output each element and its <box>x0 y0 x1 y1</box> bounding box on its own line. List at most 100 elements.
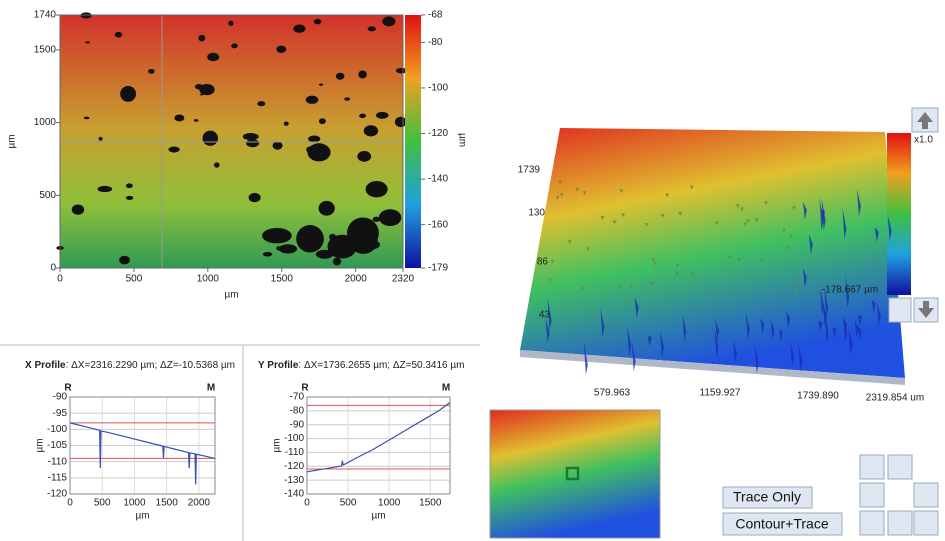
y-tick-label: 1500 <box>34 45 57 56</box>
y-axis-label: µm <box>7 134 18 148</box>
surface-bump <box>770 318 775 341</box>
contour-trace-button[interactable] <box>722 512 843 536</box>
defect <box>318 200 335 216</box>
scale-label: x1.0 <box>914 135 933 146</box>
pan-left-button[interactable] <box>859 482 885 508</box>
defect <box>199 93 204 96</box>
surface-bump <box>791 206 796 211</box>
surface-bump <box>619 189 624 194</box>
x-tick-label: 2000 <box>345 274 368 285</box>
surface-bump <box>746 219 751 224</box>
defect <box>213 162 220 168</box>
surface-bump <box>832 327 837 339</box>
cursor-label: M <box>442 383 450 394</box>
defect <box>318 118 326 125</box>
defect <box>296 225 324 253</box>
surface-bump <box>647 336 652 347</box>
x-tick-label: 1500 <box>156 498 179 509</box>
defect <box>319 83 324 86</box>
surface-bump <box>689 185 694 190</box>
surface-bump <box>559 193 564 198</box>
x-axis-label-3d: 1159.927 <box>700 388 741 399</box>
pan-down-button[interactable] <box>887 510 913 536</box>
defect <box>344 97 351 101</box>
defect <box>357 151 372 162</box>
surface-bump <box>740 288 745 293</box>
trace-only-button[interactable] <box>722 486 813 509</box>
surface-bump <box>871 298 876 314</box>
surface-bump <box>600 216 605 221</box>
defect <box>119 255 130 265</box>
defect <box>272 141 283 150</box>
surface-bump <box>754 218 759 223</box>
surface-bump <box>857 325 862 341</box>
surface-bump <box>651 258 656 263</box>
surface-bump <box>781 228 786 233</box>
button-label: Contour+Trace <box>735 516 828 532</box>
minimap[interactable] <box>489 409 661 539</box>
zoom-in-button[interactable] <box>859 454 885 480</box>
surface-bump <box>650 282 655 287</box>
surface-bump <box>735 204 740 209</box>
surface-bump <box>733 339 738 364</box>
pan-right-button[interactable] <box>913 482 939 508</box>
surface-bump <box>786 311 791 329</box>
y-tick-label: -90 <box>290 419 305 430</box>
arrow-icon <box>918 301 934 318</box>
defect <box>231 43 238 49</box>
surface-edge <box>520 350 905 385</box>
defect <box>382 16 396 27</box>
y-tick-label: -90 <box>53 392 68 403</box>
surface-bump <box>580 286 585 291</box>
surface-bump <box>876 300 881 327</box>
surface-bump <box>763 201 768 206</box>
defect <box>168 146 180 153</box>
surface-bump <box>545 318 550 343</box>
defect <box>332 257 342 266</box>
surface-bump <box>802 201 807 221</box>
surface-bump <box>555 195 560 200</box>
pan-up-button[interactable] <box>887 454 913 480</box>
zoom-out-button[interactable] <box>859 510 885 536</box>
surface-bump <box>727 255 732 260</box>
surface-bump <box>745 312 750 340</box>
min-label: -178.667 µm <box>822 285 878 296</box>
defect <box>97 185 113 193</box>
defect <box>367 26 376 32</box>
surface-bump <box>582 191 587 196</box>
y-tick-label: -140 <box>284 489 304 500</box>
reset-button[interactable] <box>913 510 939 536</box>
y-tick-label: -130 <box>284 475 304 486</box>
surface-bump <box>796 281 801 286</box>
defect <box>125 183 133 189</box>
y-tick-label: -105 <box>47 440 67 451</box>
surface-bump <box>802 267 807 288</box>
arrow-icon <box>917 112 933 129</box>
cursor-label: M <box>207 383 215 394</box>
rotate-left-button[interactable] <box>888 297 912 323</box>
surface-bump <box>842 318 847 334</box>
x-tick-label: 1000 <box>123 498 146 509</box>
defect <box>276 246 281 251</box>
x-axis-label-3d: 1739.890 <box>797 391 839 402</box>
defect <box>308 135 321 143</box>
profile-title: X Profile: ΔX=2316.2290 µm; ΔZ=-10.5368 … <box>25 360 235 371</box>
surface-bump <box>629 284 634 289</box>
surface-bump <box>547 297 552 331</box>
y-axis-label-3d: 43 <box>539 310 551 321</box>
subtitle: ΔX=1736.2655 µm; ΔZ=50.3416 µm <box>304 360 465 371</box>
x-tick-label: 0 <box>304 498 310 509</box>
surface-bump <box>586 247 591 252</box>
defect <box>305 95 319 104</box>
minimap-cursor[interactable] <box>565 466 580 481</box>
x-tick-label: 1000 <box>197 274 220 285</box>
surface-bump <box>660 214 665 219</box>
surface-bump <box>631 339 636 372</box>
surface-bump <box>887 214 892 242</box>
surface-bump <box>715 319 720 341</box>
surface-3d[interactable]: 1739 130 86 43 579.963 1159.927 1739.890 2319.8… <box>518 107 939 404</box>
surface-bump <box>714 327 719 358</box>
y-axis-label-3d: 86 <box>537 257 549 268</box>
defect <box>148 68 155 74</box>
plot-frame <box>59 14 404 269</box>
